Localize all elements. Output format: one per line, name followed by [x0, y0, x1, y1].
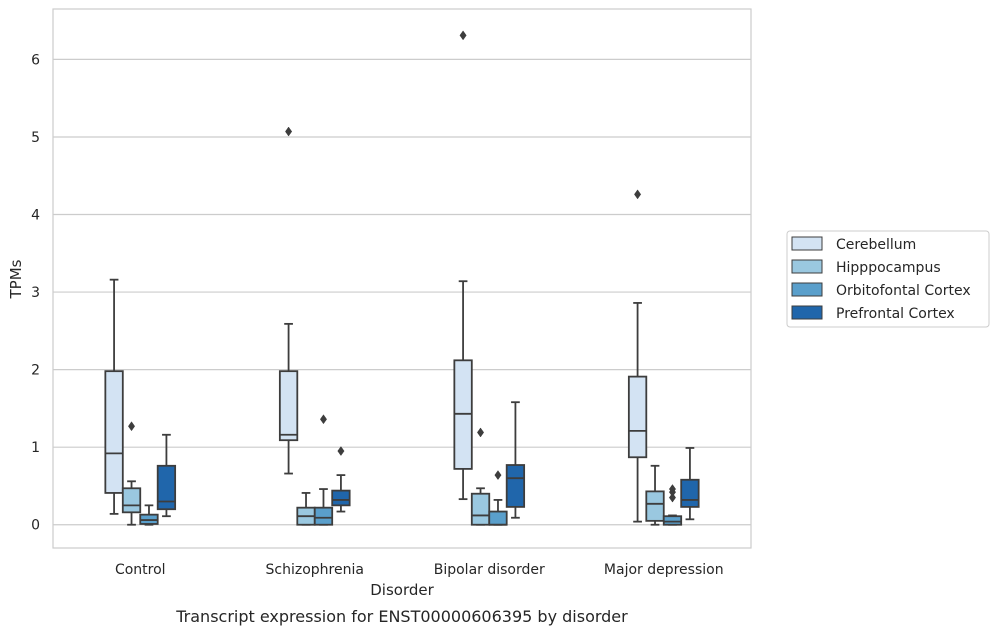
legend-frame [786, 230, 990, 328]
legend-label: Prefrontal Cortex [836, 306, 955, 322]
box-bipolar-disorder [453, 30, 473, 501]
y-axis-ticks: 0 1 2 3 4 5 6 [31, 52, 40, 533]
legend-label: Cerebellum [836, 237, 916, 253]
box-iqr [627, 375, 648, 459]
box-iqr [313, 506, 334, 526]
legend-label: Hipppocampus [836, 260, 941, 276]
series-prefrontal-cortex [156, 401, 700, 521]
box-iqr [680, 478, 700, 508]
chart-caption: Transcript expression for ENST0000060639… [175, 607, 628, 626]
box-bipolar-disorder [488, 470, 508, 526]
box-schizophrenia [313, 414, 334, 526]
box-iqr [645, 490, 665, 522]
legend-label: Orbitofontal Cortex [836, 283, 971, 299]
outlier-point [494, 470, 502, 481]
box-iqr [470, 492, 491, 526]
box-bipolar-disorder [505, 401, 526, 519]
y-tick-label: 5 [31, 130, 40, 146]
outlier-point [319, 414, 327, 425]
box-series [104, 30, 700, 526]
box-schizophrenia [331, 446, 351, 513]
box-iqr [662, 515, 683, 526]
legend-swatch [791, 259, 823, 274]
x-axis-ticks: Control Schizophrenia Bipolar disorder Majo… [115, 562, 724, 578]
box-control [139, 504, 159, 526]
y-tick-label: 1 [31, 440, 40, 456]
y-tick-label: 2 [31, 363, 40, 379]
box-major-depression [645, 464, 665, 526]
box-control [104, 278, 124, 515]
legend-swatch [791, 282, 823, 297]
box-iqr [104, 370, 124, 494]
x-tick-label: Control [115, 562, 166, 578]
legend-swatch [791, 236, 823, 251]
legend-swatch [791, 305, 823, 320]
box-schizophrenia [296, 492, 316, 526]
box-major-depression [680, 447, 700, 521]
box-iqr [156, 464, 177, 511]
outlier-point [634, 189, 642, 200]
outlier-point [668, 492, 676, 503]
series-cerebellum [104, 30, 648, 523]
y-tick-label: 6 [31, 52, 40, 68]
outlier-point [459, 30, 467, 41]
series-hipppocampus [121, 421, 665, 526]
grid-lines [53, 58, 751, 526]
series-orbitofontal-cortex [139, 414, 683, 526]
y-axis-title: TPMs [7, 259, 25, 299]
y-tick-label: 4 [31, 208, 40, 224]
box-bipolar-disorder [470, 427, 491, 526]
box-control [156, 433, 177, 518]
y-tick-label: 3 [31, 285, 40, 301]
x-tick-label: Bipolar disorder [434, 562, 545, 578]
box-iqr [278, 370, 299, 442]
outlier-point [337, 446, 345, 456]
box-iqr [331, 489, 351, 507]
outlier-point [285, 126, 293, 137]
plot-area-frame [52, 8, 752, 549]
outlier-point [128, 421, 136, 432]
x-tick-label: Major depression [604, 562, 724, 578]
box-major-depression [627, 189, 648, 523]
box-schizophrenia [278, 126, 299, 475]
box-control [121, 421, 142, 526]
box-major-depression [662, 484, 683, 526]
legend: Cerebellum Hipppocampus Orbitofontal Corte… [786, 230, 990, 328]
y-tick-label: 0 [31, 518, 40, 534]
x-tick-label: Schizophrenia [266, 562, 364, 578]
box-iqr [505, 464, 526, 508]
outlier-point [477, 427, 485, 438]
box-iqr [488, 510, 508, 526]
box-iqr [121, 487, 142, 514]
outlier-point [668, 484, 676, 494]
x-axis-title: Disorder [370, 581, 434, 599]
